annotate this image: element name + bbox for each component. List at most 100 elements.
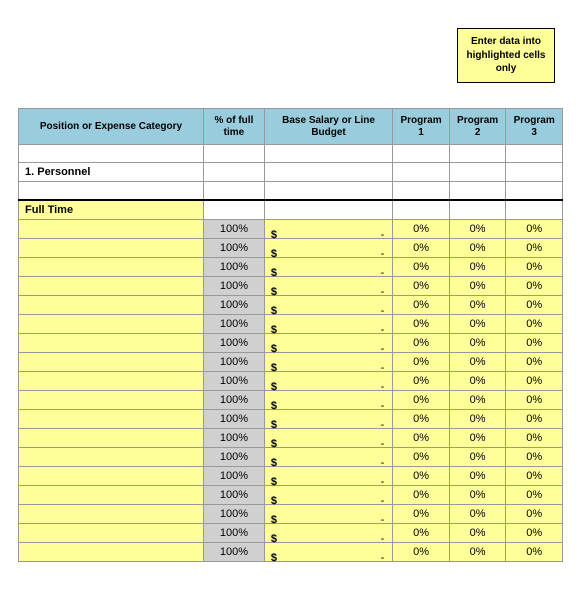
- cell-p2[interactable]: 0%: [449, 390, 506, 409]
- cell-p1[interactable]: 0%: [393, 428, 450, 447]
- cell-position[interactable]: [19, 352, 204, 371]
- table-row: 100%$-0%0%0%: [19, 314, 563, 333]
- cell-salary[interactable]: $-: [264, 390, 392, 409]
- cell-p2[interactable]: 0%: [449, 466, 506, 485]
- table-row: 100%$-0%0%0%: [19, 542, 563, 561]
- cell-p3[interactable]: 0%: [506, 219, 563, 238]
- cell-p1[interactable]: 0%: [393, 409, 450, 428]
- table-row: 100%$-0%0%0%: [19, 428, 563, 447]
- cell-pct: 100%: [203, 466, 264, 485]
- cell-p2[interactable]: 0%: [449, 371, 506, 390]
- cell-p2[interactable]: 0%: [449, 352, 506, 371]
- cell-p1[interactable]: 0%: [393, 295, 450, 314]
- cell-pct: 100%: [203, 352, 264, 371]
- cell-salary[interactable]: $-: [264, 295, 392, 314]
- cell-position[interactable]: [19, 428, 204, 447]
- cell-p1[interactable]: 0%: [393, 314, 450, 333]
- cell-p3[interactable]: 0%: [506, 257, 563, 276]
- cell-p3[interactable]: 0%: [506, 523, 563, 542]
- cell-salary[interactable]: $-: [264, 409, 392, 428]
- cell-salary[interactable]: $-: [264, 542, 392, 561]
- cell-p3[interactable]: 0%: [506, 485, 563, 504]
- cell-position[interactable]: [19, 542, 204, 561]
- col-header-salary: Base Salary or Line Budget: [264, 109, 392, 145]
- cell-p2[interactable]: 0%: [449, 523, 506, 542]
- cell-p1[interactable]: 0%: [393, 447, 450, 466]
- cell-p3[interactable]: 0%: [506, 542, 563, 561]
- table-row: 100%$-0%0%0%: [19, 352, 563, 371]
- cell-p1[interactable]: 0%: [393, 504, 450, 523]
- cell-p2[interactable]: 0%: [449, 238, 506, 257]
- cell-p3[interactable]: 0%: [506, 428, 563, 447]
- cell-p3[interactable]: 0%: [506, 352, 563, 371]
- cell-p1[interactable]: 0%: [393, 523, 450, 542]
- cell-p1[interactable]: 0%: [393, 485, 450, 504]
- cell-pct: 100%: [203, 409, 264, 428]
- cell-p2[interactable]: 0%: [449, 257, 506, 276]
- cell-p2[interactable]: 0%: [449, 314, 506, 333]
- cell-salary[interactable]: $-: [264, 466, 392, 485]
- cell-p1[interactable]: 0%: [393, 219, 450, 238]
- cell-position[interactable]: [19, 390, 204, 409]
- cell-position[interactable]: [19, 485, 204, 504]
- cell-position[interactable]: [19, 523, 204, 542]
- cell-salary[interactable]: $-: [264, 428, 392, 447]
- cell-p1[interactable]: 0%: [393, 390, 450, 409]
- cell-p3[interactable]: 0%: [506, 295, 563, 314]
- cell-position[interactable]: [19, 314, 204, 333]
- cell-position[interactable]: [19, 466, 204, 485]
- cell-p3[interactable]: 0%: [506, 409, 563, 428]
- cell-p2[interactable]: 0%: [449, 447, 506, 466]
- cell-p2[interactable]: 0%: [449, 276, 506, 295]
- cell-p2[interactable]: 0%: [449, 409, 506, 428]
- cell-p2[interactable]: 0%: [449, 504, 506, 523]
- cell-p1[interactable]: 0%: [393, 542, 450, 561]
- cell-salary[interactable]: $-: [264, 314, 392, 333]
- cell-p1[interactable]: 0%: [393, 238, 450, 257]
- cell-p1[interactable]: 0%: [393, 333, 450, 352]
- cell-salary[interactable]: $-: [264, 333, 392, 352]
- table-row: 100%$-0%0%0%: [19, 219, 563, 238]
- cell-p3[interactable]: 0%: [506, 447, 563, 466]
- cell-salary[interactable]: $-: [264, 485, 392, 504]
- cell-salary[interactable]: $-: [264, 219, 392, 238]
- cell-salary[interactable]: $-: [264, 238, 392, 257]
- cell-p3[interactable]: 0%: [506, 314, 563, 333]
- cell-p2[interactable]: 0%: [449, 295, 506, 314]
- cell-position[interactable]: [19, 219, 204, 238]
- cell-salary[interactable]: $-: [264, 276, 392, 295]
- cell-position[interactable]: [19, 276, 204, 295]
- cell-salary[interactable]: $-: [264, 352, 392, 371]
- empty-row: [19, 145, 563, 163]
- cell-salary[interactable]: $-: [264, 447, 392, 466]
- cell-p1[interactable]: 0%: [393, 371, 450, 390]
- cell-salary[interactable]: $-: [264, 504, 392, 523]
- cell-p3[interactable]: 0%: [506, 466, 563, 485]
- cell-p2[interactable]: 0%: [449, 542, 506, 561]
- cell-p1[interactable]: 0%: [393, 257, 450, 276]
- cell-p3[interactable]: 0%: [506, 333, 563, 352]
- cell-position[interactable]: [19, 409, 204, 428]
- cell-p2[interactable]: 0%: [449, 333, 506, 352]
- cell-p2[interactable]: 0%: [449, 219, 506, 238]
- cell-p1[interactable]: 0%: [393, 352, 450, 371]
- cell-salary[interactable]: $-: [264, 523, 392, 542]
- cell-p2[interactable]: 0%: [449, 485, 506, 504]
- cell-position[interactable]: [19, 295, 204, 314]
- cell-p1[interactable]: 0%: [393, 276, 450, 295]
- cell-salary[interactable]: $-: [264, 371, 392, 390]
- cell-p3[interactable]: 0%: [506, 371, 563, 390]
- cell-p3[interactable]: 0%: [506, 390, 563, 409]
- cell-p1[interactable]: 0%: [393, 466, 450, 485]
- cell-position[interactable]: [19, 238, 204, 257]
- cell-position[interactable]: [19, 333, 204, 352]
- cell-position[interactable]: [19, 447, 204, 466]
- cell-position[interactable]: [19, 504, 204, 523]
- cell-salary[interactable]: $-: [264, 257, 392, 276]
- cell-position[interactable]: [19, 257, 204, 276]
- cell-p3[interactable]: 0%: [506, 276, 563, 295]
- cell-position[interactable]: [19, 371, 204, 390]
- cell-p3[interactable]: 0%: [506, 504, 563, 523]
- cell-p3[interactable]: 0%: [506, 238, 563, 257]
- cell-p2[interactable]: 0%: [449, 428, 506, 447]
